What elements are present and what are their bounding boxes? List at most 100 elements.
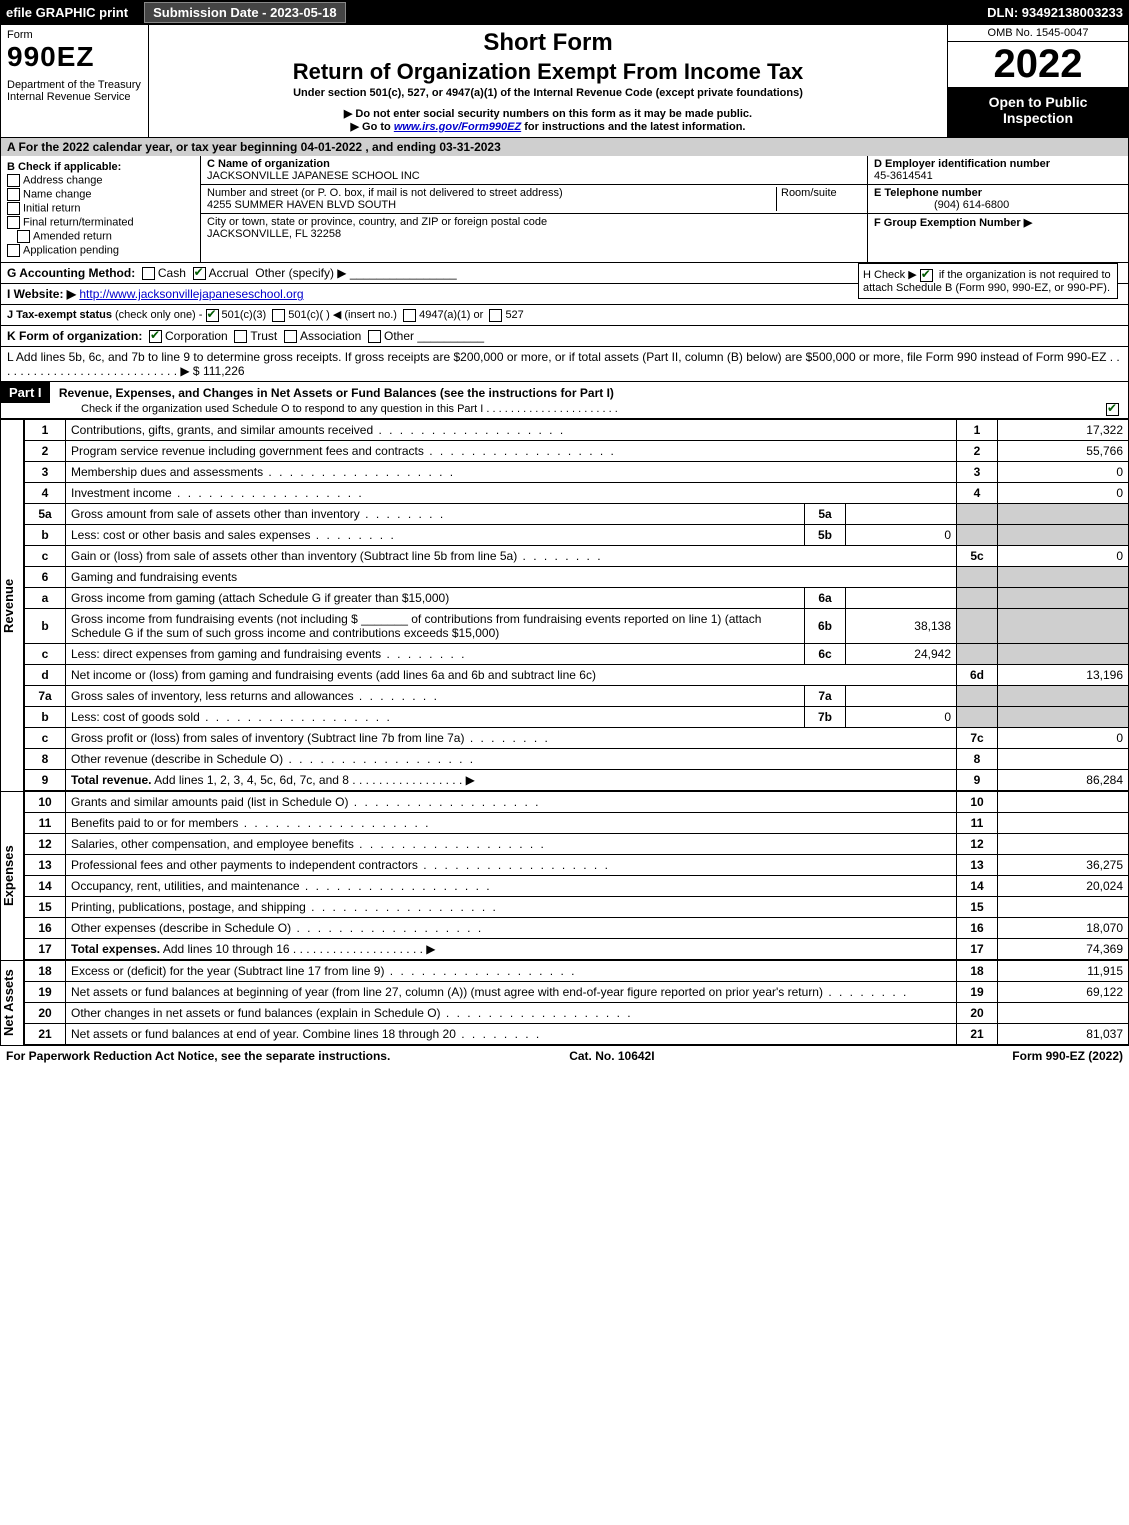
cb-pending[interactable] [7,244,20,257]
cb-cash[interactable] [142,267,155,280]
cb-trust[interactable] [234,330,247,343]
cb-h[interactable] [920,269,933,282]
right-column: OMB No. 1545-0047 2022 Open to Public In… [948,25,1128,137]
accrual: Accrual [209,266,249,280]
g-label: G Accounting Method: [7,266,135,280]
website-link[interactable]: http://www.jacksonvillejapaneseschool.or… [79,287,303,301]
l7b-sa: 0 [846,707,957,728]
row-j: J Tax-exempt status (check only one) - 5… [1,305,1128,326]
h-box: H Check ▶ if the organization is not req… [858,263,1118,299]
dln: DLN: 93492138003233 [987,5,1123,20]
l5c-text: Gain or (loss) from sale of assets other… [71,549,603,563]
l5a-num: 5a [25,504,66,525]
cb-4947[interactable] [403,309,416,322]
l16-r: 16 [957,918,998,939]
l6b-t1: Gross income from fundraising events (no… [71,612,358,626]
l6b-sl: 6b [805,609,846,644]
efile-print-link[interactable]: efile GRAPHIC print [6,5,128,20]
cb-501c[interactable] [272,309,285,322]
part1-header: Part I Revenue, Expenses, and Changes in… [0,382,1129,419]
cb-assoc[interactable] [284,330,297,343]
l19-text: Net assets or fund balances at beginning… [71,985,908,999]
net-assets-section: Net Assets 18Excess or (deficit) for the… [0,960,1129,1045]
opt-501c: 501(c)( ) ◀ (insert no.) [288,309,397,321]
expenses-section: Expenses 10Grants and similar amounts pa… [0,791,1129,960]
l6b-gray2 [998,609,1129,644]
city: JACKSONVILLE, FL 32258 [207,228,341,240]
l6b-sa: 38,138 [846,609,957,644]
l5a-gray1 [957,504,998,525]
cb-initial[interactable] [7,202,20,215]
l1-text: Contributions, gifts, grants, and simila… [71,423,565,437]
top-bar: efile GRAPHIC print Submission Date - 20… [0,0,1129,25]
footer-mid: Cat. No. 10642I [569,1049,654,1063]
l6-num: 6 [25,567,66,588]
l14-r: 14 [957,876,998,897]
corp: Corporation [165,329,228,343]
cb-address-change[interactable] [7,174,20,187]
l11-text: Benefits paid to or for members [71,816,430,830]
cb-501c3[interactable] [206,309,219,322]
l15-num: 15 [25,897,66,918]
l8-amt [998,749,1129,770]
line-19: 19Net assets or fund balances at beginni… [25,982,1129,1003]
ssn-note: ▶ Do not enter social security numbers o… [157,107,939,120]
line-18: 18 Excess or (deficit) for the year (Subt… [25,961,1129,982]
l16-num: 16 [25,918,66,939]
other-org: Other [384,329,414,343]
l12-r: 12 [957,834,998,855]
l2-r: 2 [957,441,998,462]
l17-r: 17 [957,939,998,960]
l7a-sl: 7a [805,686,846,707]
l15-text: Printing, publications, postage, and shi… [71,900,498,914]
l7c-amt: 0 [998,728,1129,749]
footer-right: Form 990-EZ (2022) [1012,1049,1123,1063]
cb-other-org[interactable] [368,330,381,343]
id-column: D Employer identification number 45-3614… [868,156,1128,262]
l18-r: 18 [957,961,998,982]
form-word: Form [7,29,142,41]
l5a-text: Gross amount from sale of assets other t… [71,507,445,521]
org-name: JACKSONVILLE JAPANESE SCHOOL INC [207,170,420,182]
cb-amended[interactable] [17,230,30,243]
line-6: 6Gaming and fundraising events [25,567,1129,588]
cb-accrual[interactable] [193,267,206,280]
cb-name-change[interactable] [7,188,20,201]
l4-num: 4 [25,483,66,504]
assoc: Association [300,329,361,343]
cb-527[interactable] [489,309,502,322]
l6c-gray1 [957,644,998,665]
l10-num: 10 [25,792,66,813]
cb-final[interactable] [7,216,20,229]
cb-schedule-o[interactable] [1106,403,1119,416]
room-label: Room/suite [781,187,837,199]
l7b-sl: 7b [805,707,846,728]
revenue-table: 1Contributions, gifts, grants, and simil… [24,419,1129,791]
line-7b: bLess: cost of goods sold7b0 [25,707,1129,728]
cb-corp[interactable] [149,330,162,343]
j-label: J Tax-exempt status [7,309,112,321]
line-6c: cLess: direct expenses from gaming and f… [25,644,1129,665]
line-1: 1Contributions, gifts, grants, and simil… [25,420,1129,441]
l12-amt [998,834,1129,855]
line-5a: 5a Gross amount from sale of assets other… [25,504,1129,525]
tax-year: 2022 [948,42,1128,88]
l5c-amt: 0 [998,546,1129,567]
part1-bar: Part I [1,382,50,403]
l17-b: Total expenses. [71,942,160,956]
l20-r: 20 [957,1003,998,1024]
l5a-gray2 [998,504,1129,525]
amended-return: Amended return [33,230,112,242]
line-6a: aGross income from gaming (attach Schedu… [25,588,1129,609]
e-label: E Telephone number [874,187,982,199]
revenue-section: Revenue 1Contributions, gifts, grants, a… [0,419,1129,791]
irs-link[interactable]: www.irs.gov/Form990EZ [394,121,521,133]
line-20: 20Other changes in net assets or fund ba… [25,1003,1129,1024]
l13-r: 13 [957,855,998,876]
l6b-num: b [25,609,66,644]
l18-text: Excess or (deficit) for the year (Subtra… [71,964,576,978]
expenses-table: 10Grants and similar amounts paid (list … [24,791,1129,960]
street: 4255 SUMMER HAVEN BLVD SOUTH [207,199,396,211]
l6a-num: a [25,588,66,609]
address-column: C Name of organization JACKSONVILLE JAPA… [201,156,868,262]
